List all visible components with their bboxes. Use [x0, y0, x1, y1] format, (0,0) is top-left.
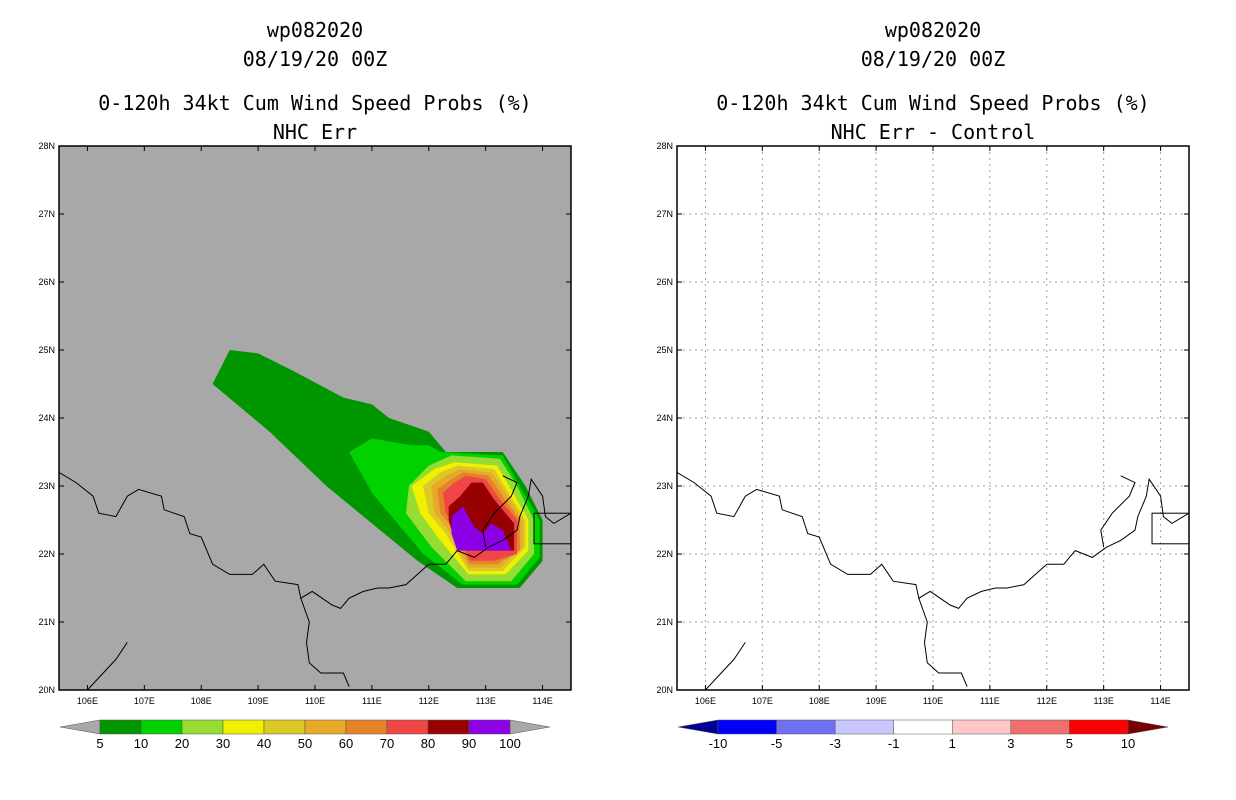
colorbar-label: 5 — [96, 736, 103, 751]
colorbar-label: 80 — [421, 736, 435, 751]
left-colorbar: 5 10 20 30 40 50 60 70 80 90 100 — [59, 719, 551, 751]
colorbar-swatch — [386, 719, 429, 735]
y-tick-label: 23N — [38, 481, 55, 491]
coastline-1 — [300, 598, 350, 687]
coastline-2 — [705, 642, 746, 690]
colorbar-label: 10 — [134, 736, 148, 751]
colorbar-swatch — [140, 719, 183, 735]
right-title-time: 08/19/20 00Z — [860, 47, 1006, 71]
colorbar-label: 30 — [216, 736, 230, 751]
colorbar-swatch — [222, 719, 265, 735]
x-tick-label: 113E — [475, 696, 495, 706]
y-tick-label: 28N — [656, 141, 673, 151]
colorbar-over-arrow — [1127, 719, 1169, 735]
left-title-product: 0-120h 34kt Cum Wind Speed Probs (%) — [98, 91, 532, 115]
right-title-product: 0-120h 34kt Cum Wind Speed Probs (%) — [716, 91, 1150, 115]
right-colorbar: -10 -5 -3 -1 1 3 5 10 — [677, 719, 1169, 751]
x-tick-label: 113E — [1093, 696, 1113, 706]
gridlines — [677, 146, 1189, 690]
colorbar-under-arrow — [59, 719, 101, 735]
coastline-3 — [482, 475, 518, 548]
x-tick-label: 107E — [134, 696, 155, 706]
x-tick-label: 107E — [752, 696, 773, 706]
colorbar-swatch — [952, 719, 1012, 735]
x-tick-label: 108E — [809, 696, 830, 706]
x-tick-label: 110E — [305, 696, 325, 706]
prob-contour-90 — [451, 506, 512, 551]
y-tick-label: 25N — [38, 345, 55, 355]
colorbar-label: -10 — [709, 736, 728, 751]
x-tick-label: 112E — [1037, 696, 1057, 706]
colorbar-label: 100 — [499, 736, 521, 751]
coastline-3 — [1100, 475, 1136, 548]
y-tick-label: 20N — [656, 685, 673, 695]
y-tick-label: 22N — [38, 549, 55, 559]
colorbar-label: 20 — [175, 736, 189, 751]
colorbar-swatch — [468, 719, 511, 735]
colorbar-label: 50 — [298, 736, 312, 751]
colorbar-swatch — [893, 719, 953, 735]
colorbar-label: 5 — [1066, 736, 1073, 751]
colorbar-label: -3 — [829, 736, 841, 751]
colorbar-swatch — [263, 719, 306, 735]
right-title-storm: wp082020 — [884, 18, 982, 42]
left-title-time: 08/19/20 00Z — [242, 47, 388, 71]
colorbar-swatch — [304, 719, 347, 735]
x-tick-label: 114E — [532, 696, 552, 706]
colorbar-swatch — [181, 719, 224, 735]
colorbar-label: -5 — [771, 736, 783, 751]
right-difference-map: 106E 107E 108E 109E 110E 111E 112E 113E 114E 20N 2… — [656, 141, 1190, 706]
y-tick-label: 26N — [38, 277, 55, 287]
left-title-storm: wp082020 — [266, 18, 364, 42]
colorbar-label: 90 — [462, 736, 476, 751]
x-tick-label: 111E — [362, 696, 382, 706]
y-tick-label: 23N — [656, 481, 673, 491]
colorbar-label: -1 — [888, 736, 900, 751]
coastline-0 — [59, 471, 571, 609]
colorbar-label: 40 — [257, 736, 271, 751]
x-tick-label: 112E — [419, 696, 439, 706]
left-probability-map: 106E 107E 108E 109E 110E 111E 112E 113E 114E 20N 2… — [38, 141, 572, 706]
y-tick-label: 21N — [38, 617, 55, 627]
colorbar-label: 1 — [949, 736, 956, 751]
left-title-subtitle: NHC Err — [272, 120, 358, 144]
x-tick-label: 111E — [980, 696, 1000, 706]
x-tick-label: 106E — [695, 696, 716, 706]
colorbar-swatch — [345, 719, 388, 735]
x-tick-label: 114E — [1150, 696, 1170, 706]
colorbar-swatch — [99, 719, 142, 735]
colorbar-over-arrow — [509, 719, 551, 735]
y-tick-label: 25N — [656, 345, 673, 355]
coastline-2 — [87, 642, 128, 690]
coastline-1 — [918, 598, 968, 687]
x-tick-label: 108E — [191, 696, 212, 706]
x-tick-label: 109E — [248, 696, 269, 706]
x-tick-label: 109E — [866, 696, 887, 706]
colorbar-swatch — [776, 719, 836, 735]
right-title-subtitle: NHC Err - Control — [830, 120, 1036, 144]
colorbar-label: 60 — [339, 736, 353, 751]
y-tick-label: 24N — [38, 413, 55, 423]
colorbar-label: 70 — [380, 736, 394, 751]
colorbar-label: 3 — [1007, 736, 1014, 751]
y-tick-label: 22N — [656, 549, 673, 559]
y-tick-label: 21N — [656, 617, 673, 627]
x-tick-label: 110E — [923, 696, 943, 706]
colorbar-swatch — [834, 719, 894, 735]
colorbar-under-arrow — [677, 719, 719, 735]
x-tick-label: 106E — [77, 696, 98, 706]
y-tick-label: 28N — [38, 141, 55, 151]
colorbar-swatch — [1069, 719, 1129, 735]
y-tick-label: 27N — [656, 209, 673, 219]
y-tick-label: 20N — [38, 685, 55, 695]
y-tick-label: 27N — [38, 209, 55, 219]
coastline-0 — [677, 471, 1189, 609]
colorbar-swatch — [427, 719, 470, 735]
colorbar-swatch — [717, 719, 777, 735]
y-tick-label: 24N — [656, 413, 673, 423]
colorbar-swatch — [1010, 719, 1070, 735]
colorbar-label: 10 — [1121, 736, 1135, 751]
y-tick-label: 26N — [656, 277, 673, 287]
